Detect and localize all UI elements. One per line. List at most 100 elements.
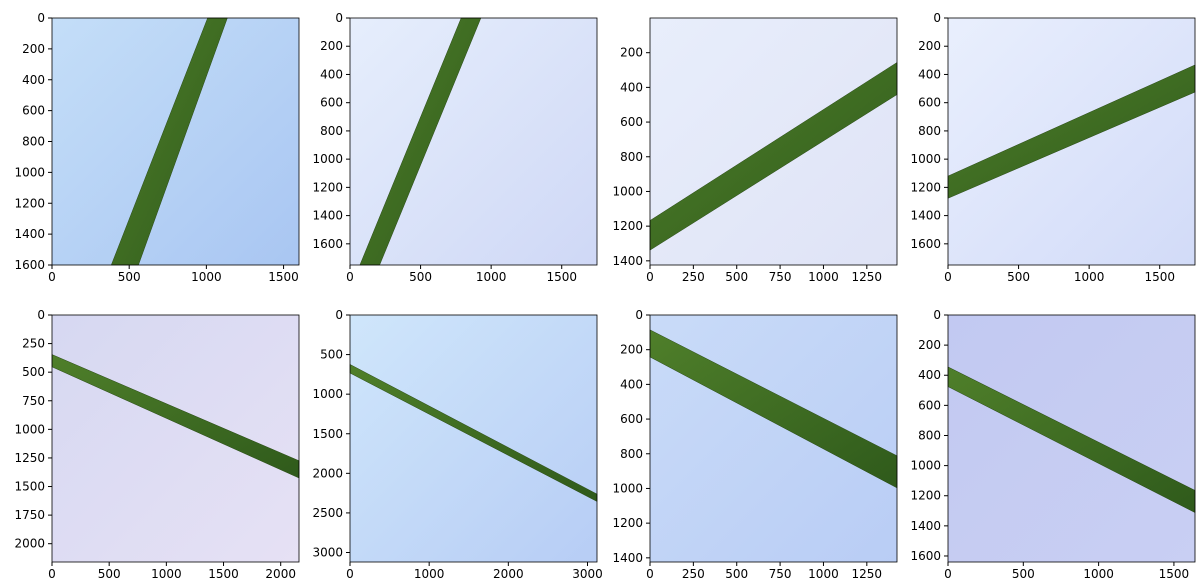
y-tick-label: 1400 — [910, 519, 941, 533]
x-tick-label: 1000 — [808, 567, 839, 581]
y-tick-label: 750 — [22, 394, 45, 408]
x-tick-label: 1000 — [151, 567, 182, 581]
x-tick-label: 500 — [725, 270, 748, 284]
y-tick-label: 1500 — [312, 427, 343, 441]
x-tick-label: 250 — [682, 270, 705, 284]
x-tick-label: 1500 — [208, 567, 239, 581]
y-tick-label: 200 — [918, 338, 941, 352]
x-tick-label: 750 — [769, 270, 792, 284]
x-tick-label: 1000 — [414, 567, 445, 581]
y-tick-label: 1000 — [312, 387, 343, 401]
x-tick-label: 750 — [769, 567, 792, 581]
y-tick-label: 1500 — [14, 480, 45, 494]
y-tick-label: 1200 — [14, 196, 45, 210]
x-tick-label: 0 — [646, 567, 654, 581]
y-tick-label: 600 — [620, 412, 643, 426]
x-tick-label: 0 — [944, 567, 952, 581]
axes-frame — [349, 17, 598, 266]
axes-frame — [649, 314, 898, 563]
x-tick-label: 0 — [346, 567, 354, 581]
x-tick-label: 1000 — [808, 270, 839, 284]
x-tick-label: 1500 — [546, 270, 577, 284]
y-tick-label: 800 — [918, 124, 941, 138]
y-tick-label: 400 — [620, 377, 643, 391]
x-tick-label: 500 — [1012, 567, 1035, 581]
y-tick-label: 0 — [635, 308, 643, 322]
x-tick-label: 500 — [1007, 270, 1030, 284]
y-tick-label: 1200 — [910, 180, 941, 194]
y-tick-label: 800 — [620, 447, 643, 461]
y-tick-label: 1000 — [612, 481, 643, 495]
y-tick-label: 800 — [620, 150, 643, 164]
image-background — [350, 315, 597, 562]
y-tick-label: 200 — [918, 39, 941, 53]
y-tick-label: 200 — [22, 42, 45, 56]
y-tick-label: 400 — [918, 67, 941, 81]
y-tick-label: 1400 — [612, 551, 643, 565]
x-tick-label: 1500 — [268, 270, 299, 284]
y-tick-label: 1000 — [14, 165, 45, 179]
y-tick-label: 1600 — [14, 258, 45, 272]
y-tick-label: 1600 — [910, 549, 941, 563]
y-tick-label: 0 — [335, 308, 343, 322]
y-tick-label: 1400 — [612, 254, 643, 268]
image-background — [52, 315, 299, 562]
y-tick-label: 2500 — [312, 506, 343, 520]
x-tick-label: 0 — [646, 270, 654, 284]
y-tick-label: 1000 — [910, 152, 941, 166]
y-tick-label: 2000 — [14, 537, 45, 551]
y-tick-label: 400 — [22, 73, 45, 87]
y-tick-label: 200 — [320, 39, 343, 53]
y-tick-label: 1400 — [312, 209, 343, 223]
x-tick-label: 500 — [725, 567, 748, 581]
x-tick-label: 2000 — [265, 567, 296, 581]
y-tick-label: 1600 — [910, 237, 941, 251]
y-tick-label: 1000 — [910, 459, 941, 473]
y-tick-label: 0 — [933, 308, 941, 322]
y-tick-label: 1250 — [14, 451, 45, 465]
y-tick-label: 400 — [620, 80, 643, 94]
axes-frame — [649, 17, 898, 266]
x-tick-label: 0 — [944, 270, 952, 284]
y-tick-label: 1600 — [312, 237, 343, 251]
y-tick-label: 500 — [320, 348, 343, 362]
y-tick-label: 800 — [918, 428, 941, 442]
y-tick-label: 0 — [335, 11, 343, 25]
y-tick-label: 1000 — [14, 422, 45, 436]
y-tick-label: 600 — [620, 115, 643, 129]
x-tick-label: 3000 — [572, 567, 603, 581]
y-tick-label: 1000 — [612, 184, 643, 198]
y-tick-label: 250 — [22, 337, 45, 351]
y-tick-label: 1200 — [612, 219, 643, 233]
y-tick-label: 800 — [22, 135, 45, 149]
x-tick-label: 1500 — [1144, 270, 1175, 284]
axes-frame — [947, 17, 1196, 266]
y-tick-label: 200 — [620, 46, 643, 60]
axes-frame — [51, 314, 300, 563]
x-tick-label: 250 — [682, 567, 705, 581]
y-tick-label: 500 — [22, 365, 45, 379]
y-tick-label: 1400 — [14, 227, 45, 241]
x-tick-label: 1500 — [1159, 567, 1190, 581]
x-tick-label: 1000 — [476, 270, 507, 284]
y-tick-label: 1200 — [910, 489, 941, 503]
x-tick-label: 0 — [48, 567, 56, 581]
y-tick-label: 2000 — [312, 466, 343, 480]
x-tick-label: 500 — [409, 270, 432, 284]
y-tick-label: 400 — [918, 368, 941, 382]
y-tick-label: 0 — [933, 11, 941, 25]
y-tick-label: 600 — [22, 104, 45, 118]
x-tick-label: 0 — [48, 270, 56, 284]
y-tick-label: 0 — [37, 11, 45, 25]
y-tick-label: 400 — [320, 67, 343, 81]
x-tick-label: 0 — [346, 270, 354, 284]
y-tick-label: 600 — [918, 398, 941, 412]
x-tick-label: 1250 — [852, 567, 883, 581]
y-tick-label: 3000 — [312, 546, 343, 560]
y-tick-label: 800 — [320, 124, 343, 138]
y-tick-label: 600 — [918, 96, 941, 110]
x-tick-label: 1000 — [191, 270, 222, 284]
x-tick-label: 2000 — [493, 567, 524, 581]
y-tick-label: 600 — [320, 96, 343, 110]
